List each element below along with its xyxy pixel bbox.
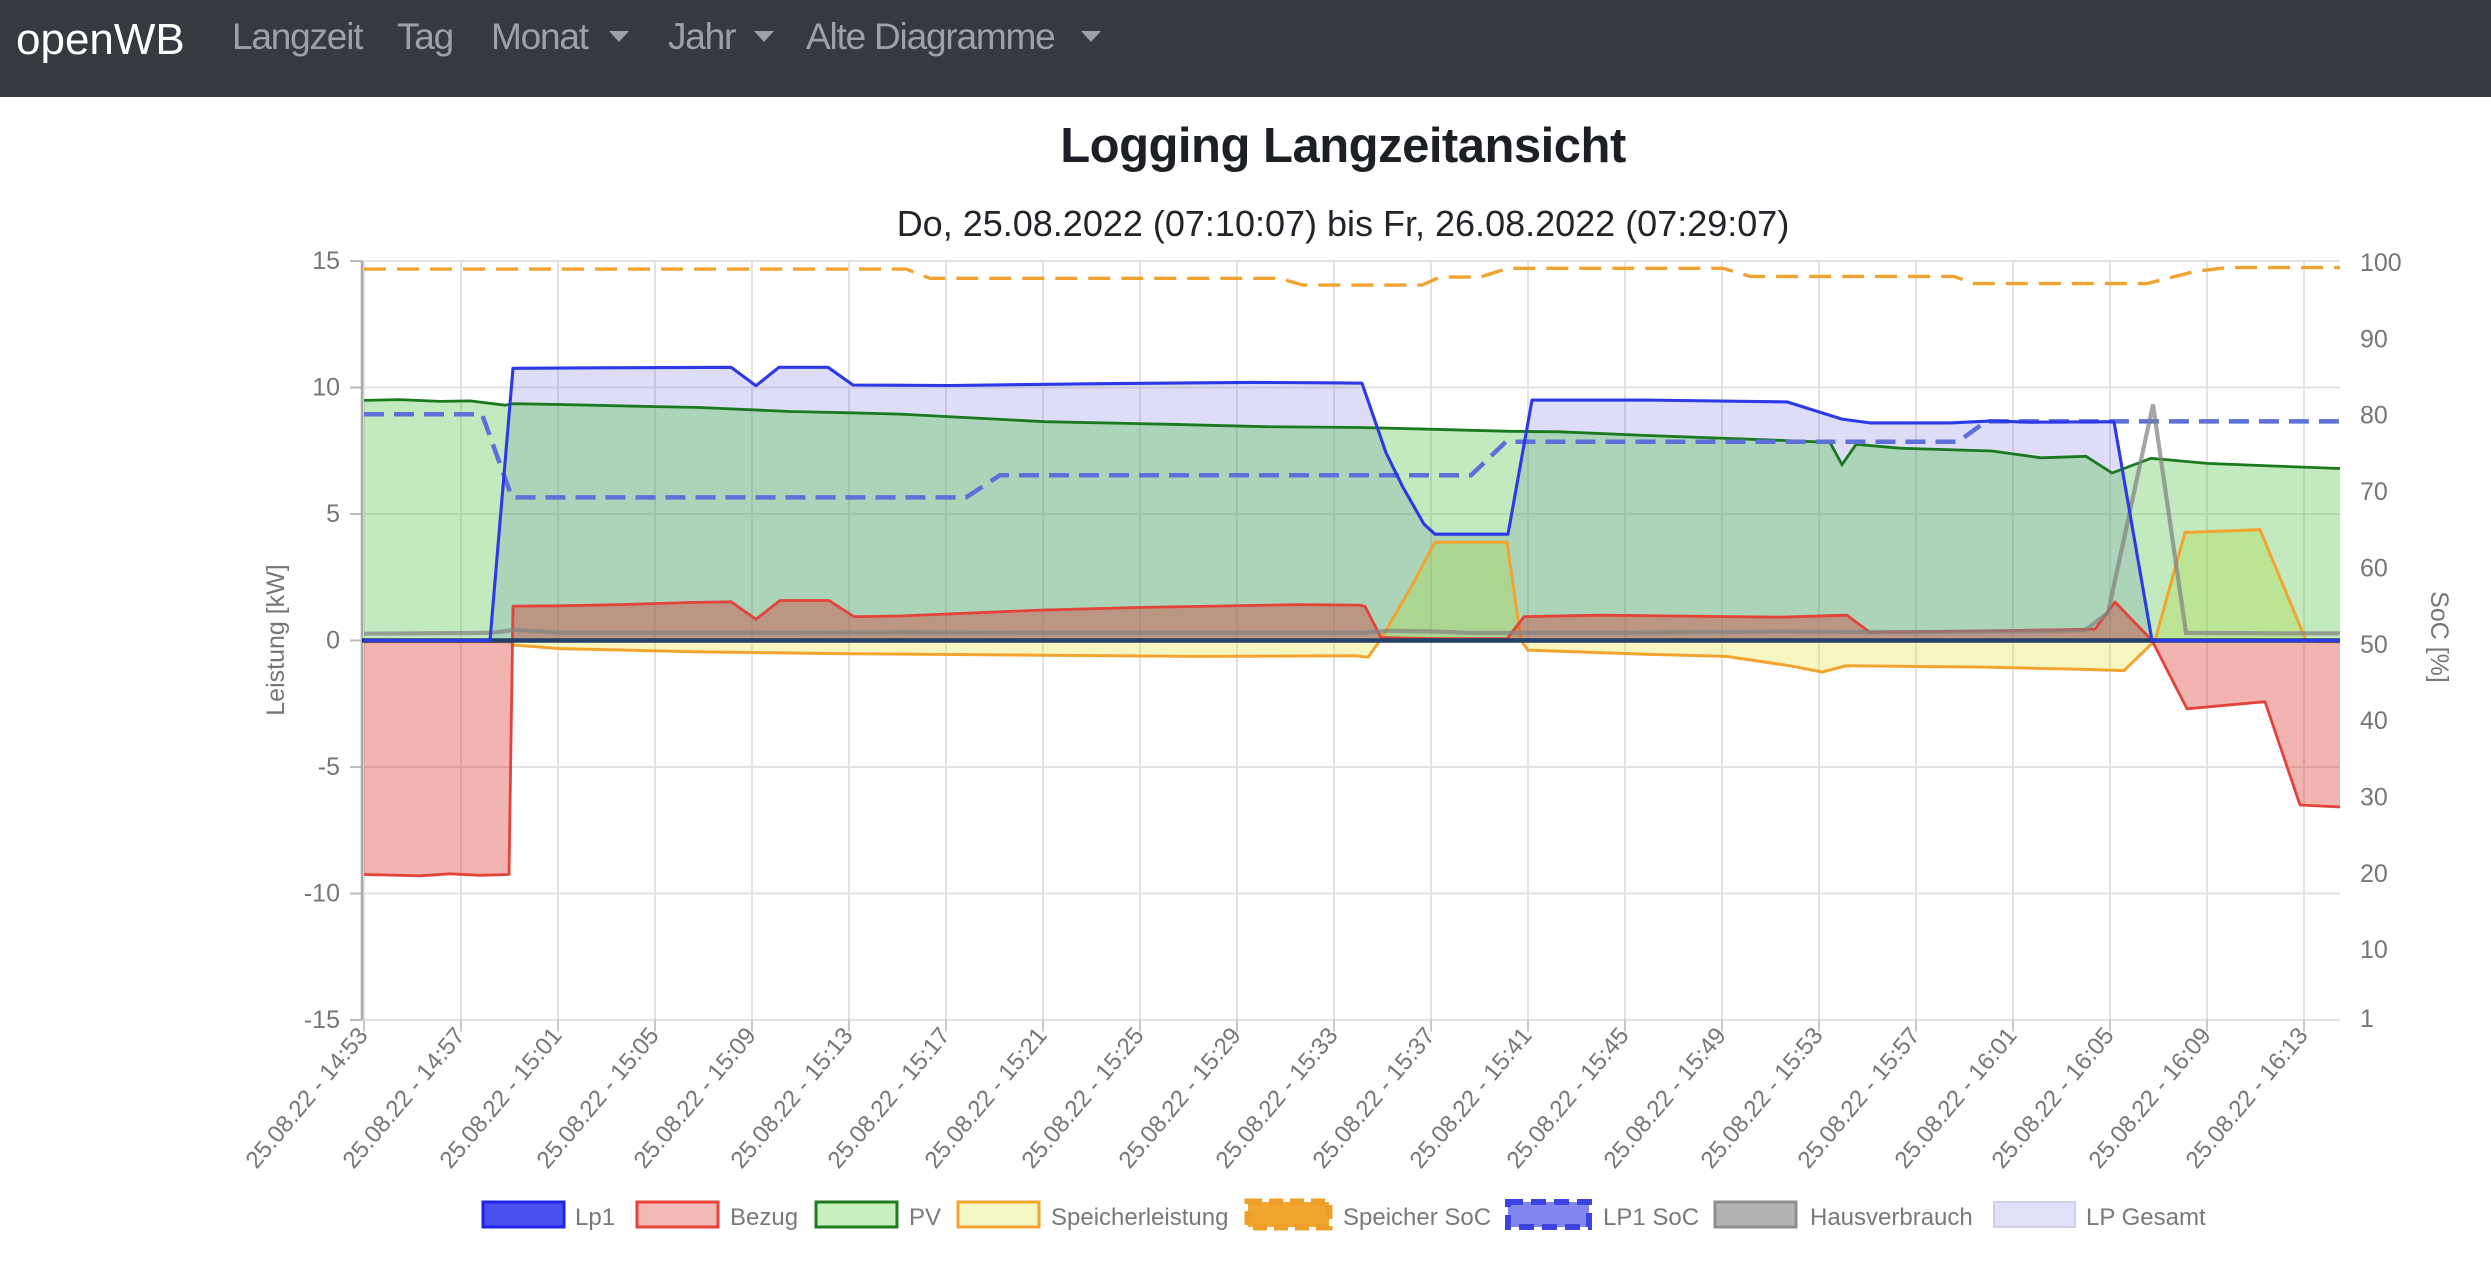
svg-text:Bezug: Bezug bbox=[730, 1204, 798, 1231]
svg-text:90: 90 bbox=[2360, 325, 2388, 353]
svg-text:80: 80 bbox=[2360, 402, 2388, 430]
svg-text:50: 50 bbox=[2360, 631, 2388, 659]
svg-text:40: 40 bbox=[2360, 707, 2388, 735]
svg-text:10: 10 bbox=[312, 374, 340, 402]
svg-text:LP Gesamt: LP Gesamt bbox=[2086, 1204, 2206, 1231]
svg-text:Leistung [kW]: Leistung [kW] bbox=[262, 564, 290, 715]
svg-text:-5: -5 bbox=[318, 753, 340, 781]
svg-text:100: 100 bbox=[2360, 249, 2402, 277]
svg-text:LP1 SoC: LP1 SoC bbox=[1603, 1204, 1699, 1231]
svg-text:Hausverbrauch: Hausverbrauch bbox=[1810, 1204, 1973, 1231]
svg-text:SoC [%]: SoC [%] bbox=[2425, 591, 2453, 683]
svg-text:20: 20 bbox=[2360, 860, 2388, 888]
svg-text:5: 5 bbox=[326, 500, 340, 528]
svg-text:Speicherleistung: Speicherleistung bbox=[1051, 1204, 1228, 1231]
svg-text:10: 10 bbox=[2360, 936, 2388, 964]
svg-text:0: 0 bbox=[326, 627, 340, 655]
svg-text:-15: -15 bbox=[304, 1006, 340, 1034]
svg-text:1: 1 bbox=[2360, 1005, 2374, 1033]
svg-text:PV: PV bbox=[909, 1204, 941, 1231]
svg-text:15: 15 bbox=[312, 247, 340, 275]
svg-text:Speicher SoC: Speicher SoC bbox=[1343, 1204, 1491, 1231]
svg-text:Lp1: Lp1 bbox=[575, 1204, 615, 1231]
svg-text:70: 70 bbox=[2360, 478, 2388, 506]
svg-text:30: 30 bbox=[2360, 784, 2388, 812]
svg-text:60: 60 bbox=[2360, 554, 2388, 582]
svg-text:-10: -10 bbox=[304, 880, 340, 908]
